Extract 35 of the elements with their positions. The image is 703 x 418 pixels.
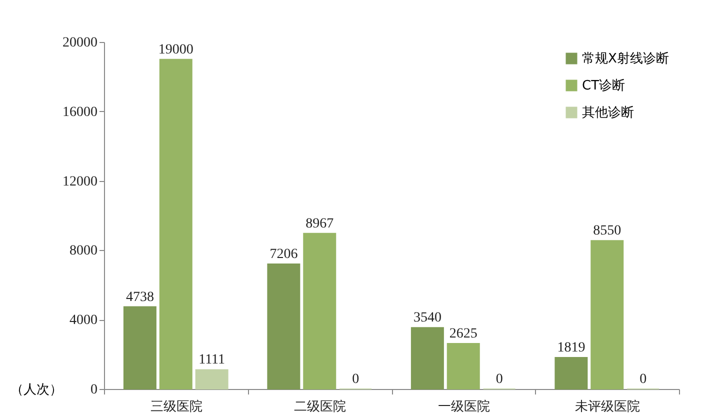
x-tick-label: 三级医院 [150, 400, 202, 414]
y-axis-title: （人次） [10, 382, 62, 398]
data-label: 8967 [306, 216, 334, 232]
bar [267, 263, 300, 390]
data-label: 0 [496, 372, 503, 387]
y-tick-label: 16000 [62, 104, 98, 120]
legend-label: 常规X射线诊断 [582, 52, 669, 66]
y-tick-label: 20000 [62, 36, 98, 50]
data-label: 2625 [449, 326, 478, 342]
bar [410, 327, 444, 390]
bar [590, 240, 624, 390]
data-label: 1819 [557, 340, 586, 356]
data-label: 0 [640, 372, 647, 387]
bar [446, 342, 480, 390]
bar [159, 58, 192, 390]
data-label: 7206 [270, 246, 298, 262]
y-tick-label: 12000 [62, 174, 98, 190]
data-label: 3540 [413, 310, 442, 326]
y-tick-label: 0 [90, 382, 98, 398]
x-tick-label: 一级医院 [438, 400, 490, 414]
data-label: 19000 [158, 42, 194, 58]
legend-label: CT诊断 [582, 78, 626, 94]
bar [123, 306, 156, 390]
x-tick-label: 未评级医院 [575, 400, 640, 414]
bar [195, 369, 228, 390]
data-label: 0 [352, 372, 360, 387]
bar [554, 356, 588, 390]
bar [303, 232, 336, 390]
x-tick-label: 二级医院 [294, 400, 346, 414]
data-label: 4738 [126, 290, 154, 305]
y-tick-label: 8000 [70, 244, 98, 259]
data-label: 8550 [593, 224, 622, 239]
legend-label: 其他诊断 [582, 106, 634, 120]
y-tick-label: 4000 [70, 313, 98, 328]
data-label: 1111 [198, 352, 226, 368]
